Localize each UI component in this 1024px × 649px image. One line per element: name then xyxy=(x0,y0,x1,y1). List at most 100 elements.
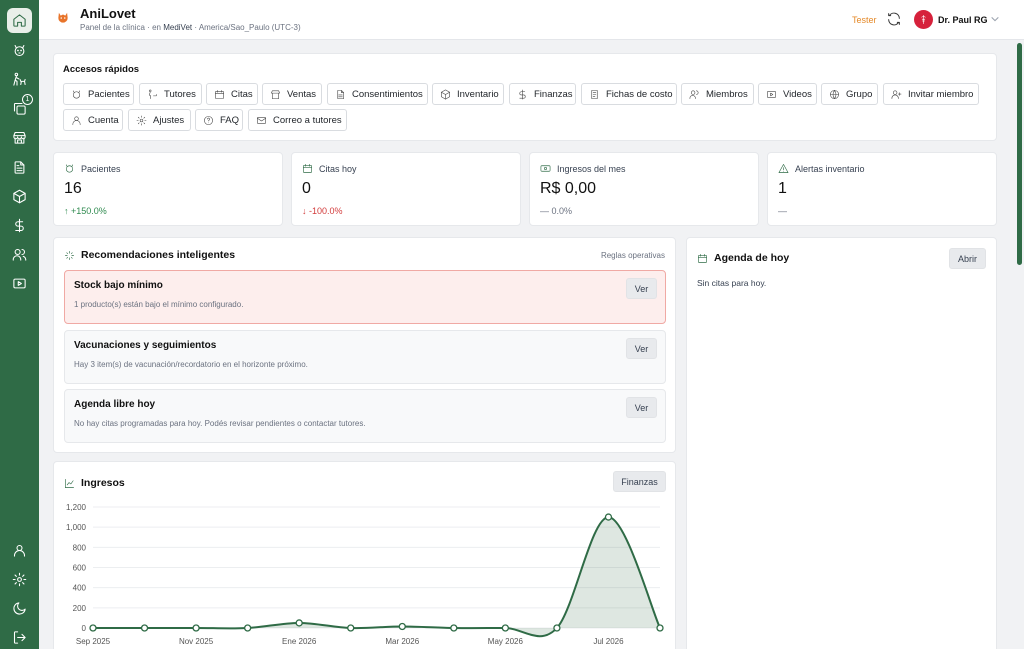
stat-label: Alertas inventario xyxy=(795,163,865,174)
separator: · xyxy=(147,23,150,32)
sidebar-item-account[interactable] xyxy=(7,538,32,563)
y-tick-label: 1,200 xyxy=(66,503,87,512)
scrollbar-thumb[interactable] xyxy=(1017,43,1022,265)
stat-label: Ingresos del mes xyxy=(557,163,626,174)
view-button[interactable]: Ver xyxy=(626,338,657,359)
user-name[interactable]: Dr. Paul RG xyxy=(938,15,988,25)
stat-delta: ↑ +150.0% xyxy=(64,206,107,216)
app-title: AniLovet xyxy=(80,6,136,21)
view-button[interactable]: Ver xyxy=(626,278,657,299)
gear-icon xyxy=(136,115,147,125)
x-tick-label: Ene 2026 xyxy=(282,637,317,646)
user-plus-icon xyxy=(891,90,902,99)
gear-icon xyxy=(12,572,27,587)
quick-link-citas[interactable]: Citas xyxy=(206,83,258,105)
quick-link-tutores[interactable]: Tutores xyxy=(139,83,202,105)
quick-link-videos[interactable]: Videos xyxy=(758,83,817,105)
quick-link-consentimientos[interactable]: Consentimientos xyxy=(327,83,428,105)
sidebar-item-settings[interactable] xyxy=(7,567,32,592)
header: AniLovet Panel de la clínica · en MediVe… xyxy=(39,0,1024,40)
video-icon xyxy=(13,278,26,289)
view-button[interactable]: Ver xyxy=(626,397,657,418)
data-point xyxy=(604,513,613,521)
quick-link-finanzas[interactable]: Finanzas xyxy=(509,83,576,105)
stat-label: Pacientes xyxy=(81,163,121,174)
data-point xyxy=(450,624,458,632)
finance-button[interactable]: Finanzas xyxy=(613,471,666,492)
stat-value: 0 xyxy=(302,180,311,197)
en-label: en xyxy=(152,23,161,32)
operational-rules-link[interactable]: Reglas operativas xyxy=(600,251,665,260)
stat-value: R$ 0,00 xyxy=(540,180,597,197)
file-icon xyxy=(591,89,598,99)
stat-value: 16 xyxy=(64,180,82,197)
open-agenda-button[interactable]: Abrir xyxy=(949,248,986,269)
scrollbar[interactable] xyxy=(1015,40,1024,649)
mail-icon xyxy=(257,116,266,124)
quick-link-ventas[interactable]: Ventas xyxy=(262,83,322,105)
y-tick-label: 200 xyxy=(73,604,87,613)
video-icon xyxy=(767,90,776,98)
user-icon xyxy=(72,116,81,125)
document-icon xyxy=(337,89,345,99)
quick-link-invitar-miembro[interactable]: Invitar miembro xyxy=(883,83,979,105)
quick-link-grupo[interactable]: Grupo xyxy=(821,83,878,105)
sidebar-item-records[interactable]: 1 xyxy=(7,94,33,121)
sidebar-item-tutors[interactable] xyxy=(7,67,32,92)
income-title: Ingresos xyxy=(81,477,125,489)
agenda-empty-text: Sin citas para hoy. xyxy=(697,278,767,288)
recommendation-desc: Hay 3 item(s) de vacunación/recordatorio… xyxy=(74,360,308,369)
sidebar-item-consents[interactable] xyxy=(7,155,32,180)
notification-badge: 1 xyxy=(22,94,33,105)
quick-link-fichas-de-costo[interactable]: Fichas de costo xyxy=(581,83,677,105)
y-tick-label: 400 xyxy=(73,584,87,593)
data-point xyxy=(140,624,149,632)
sync-button[interactable] xyxy=(886,11,902,27)
user-menu-toggle[interactable] xyxy=(990,14,1000,24)
y-tick-label: 600 xyxy=(73,564,87,573)
quick-link-miembros[interactable]: Miembros xyxy=(681,83,754,105)
quick-link-faq[interactable]: FAQ xyxy=(195,109,243,131)
sidebar-item-finance[interactable] xyxy=(7,213,32,238)
box-icon xyxy=(13,189,26,204)
sidebar-item-inventory[interactable] xyxy=(7,184,32,209)
quick-access-title: Accesos rápidos xyxy=(63,64,140,75)
sidebar-item-logout[interactable] xyxy=(7,625,32,649)
quick-link-cuenta[interactable]: Cuenta xyxy=(63,109,123,131)
quick-link-inventario[interactable]: Inventario xyxy=(432,83,504,105)
banknote-icon xyxy=(540,165,551,172)
stat-label: Citas hoy xyxy=(319,163,357,174)
x-tick-label: Mar 2026 xyxy=(385,637,419,646)
quick-link-correo-a-tutores[interactable]: Correo a tutores xyxy=(248,109,347,131)
avatar[interactable] xyxy=(914,10,933,29)
sidebar-item-home[interactable] xyxy=(7,8,32,33)
y-tick-label: 0 xyxy=(82,624,87,633)
sidebar-item-theme[interactable] xyxy=(7,596,32,621)
x-tick-label: Sep 2025 xyxy=(76,637,111,646)
sidebar-item-videos[interactable] xyxy=(7,271,32,296)
logout-icon xyxy=(13,631,26,644)
calendar-icon xyxy=(698,253,707,263)
home-icon xyxy=(13,14,26,27)
stat-delta: ↓ -100.0% xyxy=(302,206,343,216)
sidebar-item-members[interactable] xyxy=(7,242,32,267)
stat-card-inventory-alerts: Alertas inventario 1 — xyxy=(767,152,997,226)
quick-link-ajustes[interactable]: Ajustes xyxy=(128,109,191,131)
data-point xyxy=(295,619,303,627)
sidebar-item-patients[interactable] xyxy=(7,38,32,63)
user-icon xyxy=(13,544,26,557)
recommendations-card: Recomendaciones inteligentes Reglas oper… xyxy=(53,237,676,453)
quick-link-pacientes[interactable]: Pacientes xyxy=(63,83,134,105)
agenda-card: Agenda de hoy Abrir Sin citas para hoy. xyxy=(686,237,997,649)
income-chart: 0 200 400 600 800 1,000 1,200 Sep 2025 Nov 2025 E… xyxy=(66,503,664,646)
app-subtitle: Panel de la clínica · en MediVet · Ameri… xyxy=(80,23,301,32)
sidebar-item-sales[interactable] xyxy=(7,125,32,150)
dollar-icon xyxy=(15,218,24,233)
sidebar: 1 xyxy=(0,0,39,649)
data-point xyxy=(656,624,664,632)
walk-icon xyxy=(148,89,157,99)
data-point xyxy=(553,624,561,632)
data-point xyxy=(501,624,510,632)
y-tick-label: 1,000 xyxy=(66,523,87,532)
logo-icon xyxy=(58,12,68,23)
